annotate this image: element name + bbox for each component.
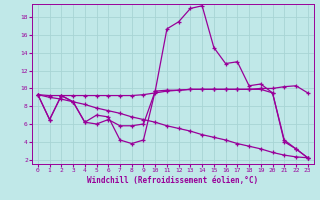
X-axis label: Windchill (Refroidissement éolien,°C): Windchill (Refroidissement éolien,°C) — [87, 176, 258, 185]
